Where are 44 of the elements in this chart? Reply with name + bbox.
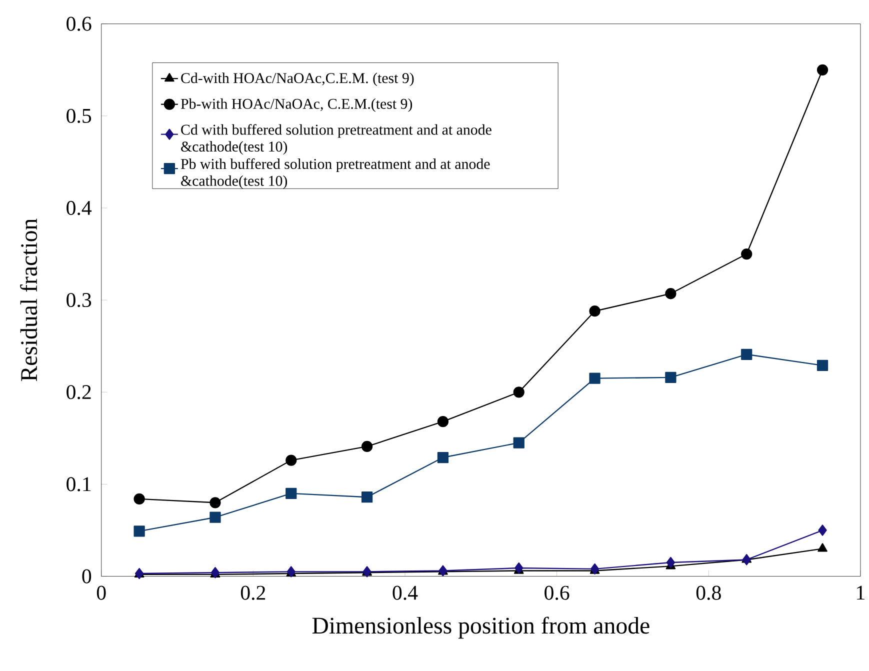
point (437, 452, 449, 464)
legend-label: Cd-with HOAc/NaOAc,C.E.M. (test 9) (181, 72, 414, 86)
x-tick-label: 0.4 (392, 586, 418, 600)
point (286, 454, 297, 466)
point (741, 348, 752, 360)
point (666, 557, 676, 568)
x-tick-label: 0 (96, 586, 106, 600)
point (210, 497, 221, 508)
y-tick-label: 0 (82, 569, 92, 584)
x-tick-label: 0.6 (544, 586, 570, 600)
point (665, 288, 676, 300)
legend-label: Pb-with HOAc/NaOAc, C.E.M.(test 9) (180, 98, 412, 112)
point (741, 248, 752, 260)
point (816, 64, 828, 76)
point (513, 437, 524, 449)
point (665, 372, 676, 384)
y-axis-title: Residual fraction (20, 218, 38, 382)
y-tick-label: 0.1 (66, 477, 91, 492)
point (134, 526, 145, 537)
point (134, 494, 145, 505)
point (589, 306, 600, 317)
legend-label: Cd with buffered solution pretreatment and at anode &cathode(test 10) (181, 124, 492, 155)
point (286, 488, 297, 500)
y-tick-label: 0.4 (66, 201, 92, 216)
point (210, 512, 221, 524)
point (818, 524, 827, 536)
point (514, 562, 524, 574)
point (742, 554, 751, 566)
point (361, 492, 373, 503)
y-tick-label: 0.3 (66, 293, 92, 308)
x-tick-label: 1 (857, 586, 864, 600)
point (589, 372, 600, 384)
y-tick-label: 0.2 (66, 385, 91, 400)
point (513, 386, 524, 398)
legend-label: Pb with buffered solution pretreatment and at anode &cathode(test 10) (180, 158, 490, 190)
point (816, 360, 828, 372)
point (818, 543, 828, 552)
y-tick-label: 0.5 (66, 108, 92, 124)
point (361, 441, 373, 452)
x-tick-label: 0.2 (240, 586, 266, 600)
point (437, 416, 449, 428)
y-tick-label: 0.6 (66, 16, 92, 32)
x-axis-title: Dimensionless position from anode (312, 616, 650, 639)
x-tick-label: 0.8 (696, 586, 721, 600)
